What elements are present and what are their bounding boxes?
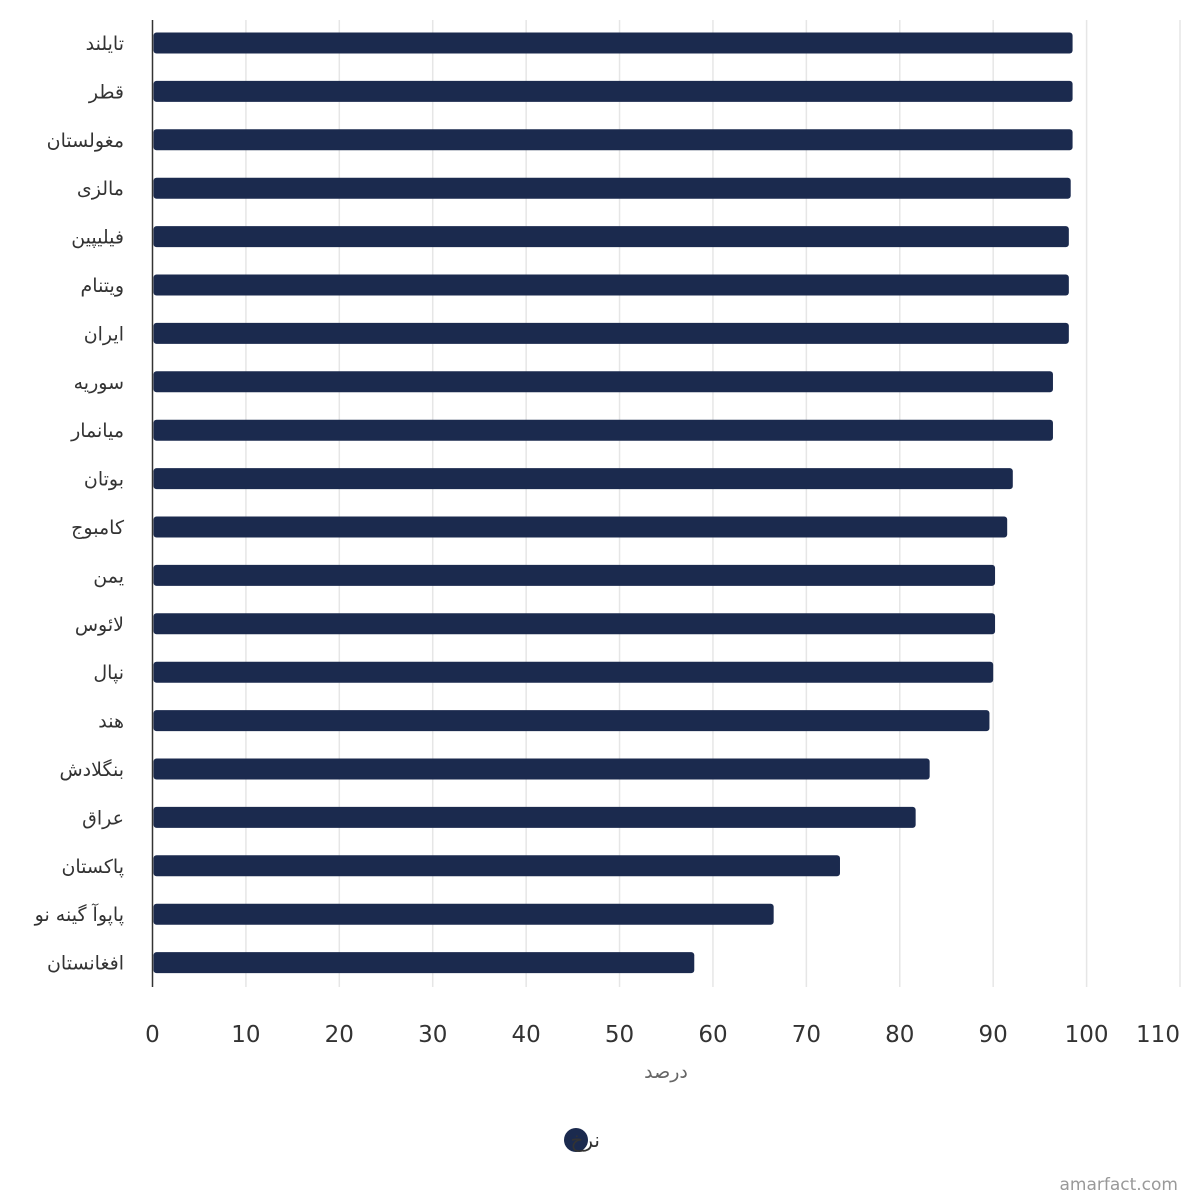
x-tick-label: 30	[418, 1022, 447, 1048]
bar[interactable]	[153, 177, 1071, 199]
bar[interactable]	[153, 661, 994, 683]
bar[interactable]	[153, 903, 774, 925]
category-label: افغانستان	[47, 953, 124, 975]
bar[interactable]	[153, 226, 1069, 248]
bar[interactable]	[153, 710, 990, 732]
bar[interactable]	[153, 516, 1008, 538]
category-label: هند	[98, 711, 124, 733]
category-label: تایلند	[86, 33, 124, 55]
bar[interactable]	[153, 322, 1069, 344]
bar[interactable]	[153, 129, 1073, 151]
legend-marker	[564, 1128, 588, 1152]
bar[interactable]	[153, 419, 1053, 441]
category-label: کامبوج	[71, 517, 125, 539]
category-label: پاپوآ گینه نو	[34, 902, 124, 926]
bar[interactable]	[153, 758, 930, 780]
legend[interactable]: نرخ	[564, 1128, 600, 1152]
x-tick-label: 50	[605, 1022, 634, 1048]
category-label: پاکستان	[61, 856, 124, 878]
bar[interactable]	[153, 32, 1073, 54]
bar[interactable]	[153, 952, 695, 974]
bar[interactable]	[153, 80, 1073, 102]
category-label: یمن	[93, 565, 124, 587]
grid-lines	[245, 20, 1181, 987]
bar[interactable]	[153, 855, 840, 877]
x-tick-label: 10	[231, 1022, 260, 1048]
bar[interactable]	[153, 468, 1013, 490]
x-tick-label: 20	[325, 1022, 354, 1048]
bar[interactable]	[153, 564, 996, 586]
x-tick-label: 40	[511, 1022, 540, 1048]
credit-text[interactable]: amarfact.com	[1059, 1175, 1178, 1195]
bar[interactable]	[153, 371, 1053, 393]
category-label: فیلیپین	[71, 227, 124, 249]
category-label: مالزی	[77, 178, 124, 200]
x-tick-label: 60	[698, 1022, 727, 1048]
bar[interactable]	[153, 806, 916, 828]
x-tick-label: 80	[885, 1022, 914, 1048]
category-label: لائوس	[75, 614, 124, 636]
bars	[153, 32, 1073, 974]
category-label: عراق	[82, 807, 124, 829]
category-label: ویتنام	[81, 275, 124, 297]
category-label: سوریه	[74, 372, 124, 394]
category-label: نپال	[93, 662, 124, 684]
category-label: میانمار	[70, 420, 124, 442]
category-label: مغولستان	[47, 130, 124, 152]
x-tick-labels: 0 10 20 30 40 50 60 70 80 90 100 110	[145, 1022, 1180, 1048]
x-tick-label: 110	[1136, 1022, 1180, 1048]
bar[interactable]	[153, 613, 996, 635]
x-tick-label: 0	[145, 1022, 160, 1048]
legend-label: نرخ	[570, 1128, 600, 1152]
x-tick-label: 70	[792, 1022, 821, 1048]
category-label: قطر	[88, 81, 124, 103]
category-labels: تایلند قطر مغولستان مالزی فیلیپین ویتنام ایران…	[34, 33, 125, 975]
category-label: بنگلادش	[59, 758, 124, 781]
category-label: بوتان	[84, 469, 124, 491]
x-tick-label: 100	[1065, 1022, 1109, 1048]
x-axis-title: درصد	[644, 1061, 688, 1083]
bar[interactable]	[153, 274, 1069, 296]
x-tick-label: 90	[979, 1022, 1008, 1048]
category-label: ایران	[84, 323, 124, 345]
